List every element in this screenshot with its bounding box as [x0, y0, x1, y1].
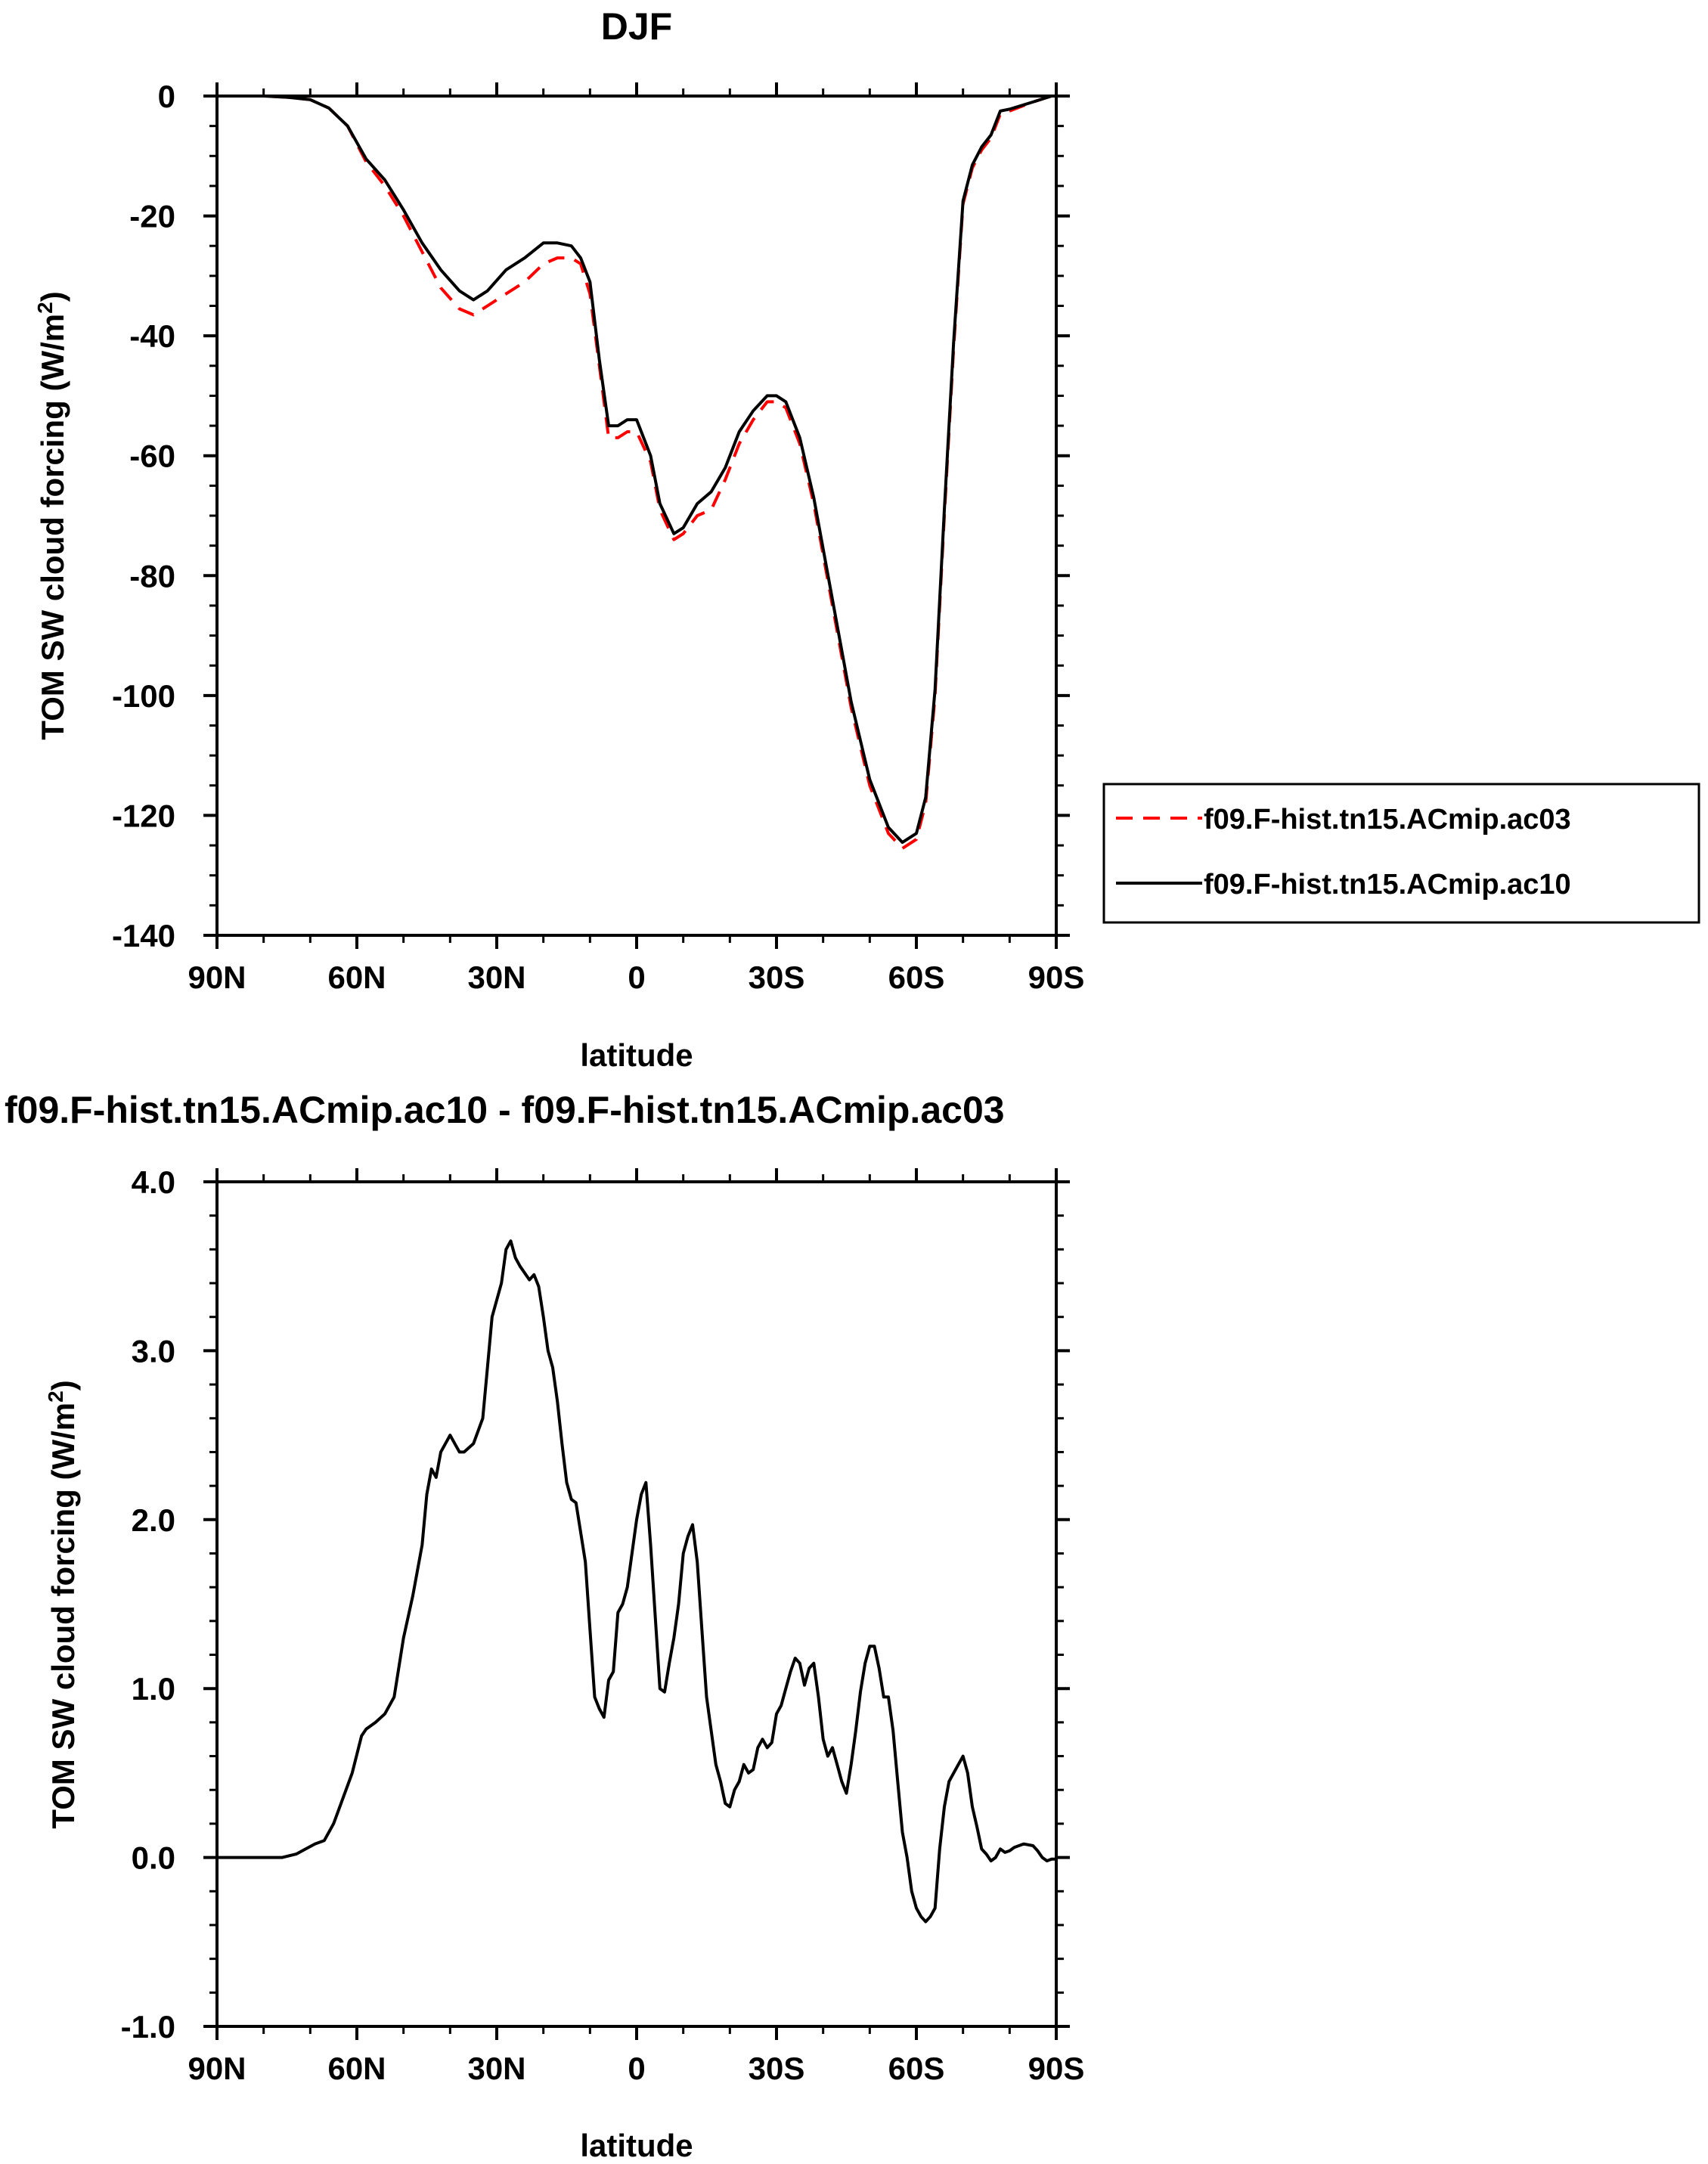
y-tick-label: 3.0 [132, 1333, 175, 1369]
x-tick-label: 90S [1028, 960, 1085, 995]
y-tick-label: -140 [112, 918, 175, 953]
x-tick-label: 0 [628, 2051, 645, 2086]
top-chart: DJF 90N 60N 30N 0 30S 60S 90S 0 -20 -40 -60 -80 -100… [33, 5, 1700, 1073]
chart-title: f09.F-hist.tn15.ACmip.ac10 - f09.F-hist.… [5, 1089, 1005, 1131]
x-tick-label: 30N [467, 960, 525, 995]
x-tick-label: 0 [628, 960, 645, 995]
y-tick-label: 0.0 [132, 1840, 175, 1876]
x-tick-label: 60S [888, 2051, 945, 2086]
plot-frame [215, 1180, 1058, 2028]
chart-title: DJF [601, 5, 672, 48]
series-line-difference [217, 1239, 1056, 1924]
legend: f09.F-hist.tn15.ACmip.ac03 f09.F-hist.tn… [1102, 783, 1700, 924]
x-tick-label: 60N [327, 960, 386, 995]
y-tick-label: -20 [129, 199, 175, 234]
x-tick-label: 90S [1028, 2051, 1085, 2086]
legend-box [1102, 783, 1700, 924]
plot-frame [215, 95, 1058, 937]
y-axis-label: TOM SW cloud forcing (W/m2) [33, 291, 71, 739]
y-tick-label: -60 [129, 439, 175, 474]
legend-label-ac03: f09.F-hist.tn15.ACmip.ac03 [1204, 804, 1571, 836]
y-tick-label: -100 [112, 678, 175, 714]
x-tick-label: 60N [327, 2051, 386, 2086]
x-tick-label: 90N [188, 2051, 246, 2086]
series-line-f09-f-hist-tn15-acmip-ac03 [217, 95, 1052, 850]
y-tick-label: -40 [129, 318, 175, 354]
x-tick-label: 30N [467, 2051, 525, 2086]
y-tick-label: 4.0 [132, 1164, 175, 1200]
x-axis-label: latitude [580, 1037, 693, 1073]
bottom-chart: f09.F-hist.tn15.ACmip.ac10 - f09.F-hist.… [5, 1089, 1084, 2163]
y-tick-label: 2.0 [132, 1502, 175, 1538]
legend-label-ac10: f09.F-hist.tn15.ACmip.ac10 [1204, 869, 1571, 901]
x-tick-label: 30S [749, 2051, 805, 2086]
x-tick-label: 60S [888, 960, 945, 995]
y-axis-label: TOM SW cloud forcing (W/m2) [44, 1380, 82, 1828]
x-axis-label: latitude [580, 2128, 693, 2163]
y-tick-label: -120 [112, 798, 175, 833]
series-line-f09-f-hist-tn15-acmip-ac10 [217, 95, 1052, 845]
x-tick-label: 30S [749, 960, 805, 995]
x-tick-label: 90N [188, 960, 246, 995]
y-tick-label: 0 [158, 79, 175, 114]
y-tick-label: -80 [129, 558, 175, 594]
y-tick-label: 1.0 [132, 1671, 175, 1707]
y-tick-label: -1.0 [121, 2009, 175, 2045]
